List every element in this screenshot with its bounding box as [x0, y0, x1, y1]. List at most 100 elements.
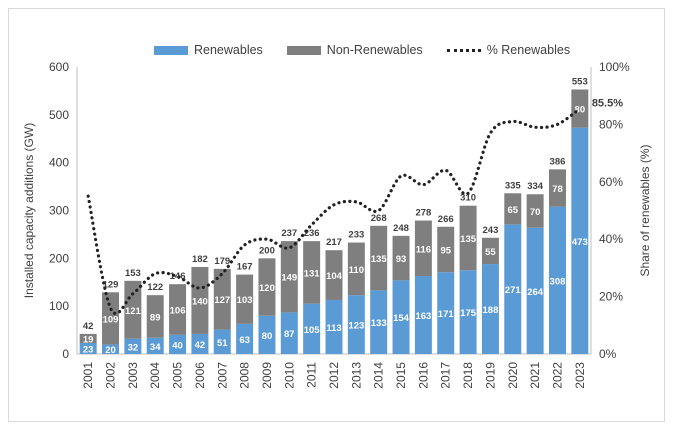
bar-renewables — [236, 323, 254, 354]
bar-renewables — [414, 276, 432, 354]
x-tick-label: 2015 — [394, 362, 408, 389]
bar-renewables — [571, 127, 589, 354]
data-label-renewables: 42 — [195, 340, 206, 351]
y-tick-label: 100 — [49, 299, 69, 313]
data-label-renewables: 32 — [128, 342, 139, 353]
x-tick-label: 2006 — [193, 362, 207, 389]
y-tick-label: 200 — [49, 251, 69, 265]
bar-non-renewables — [258, 258, 276, 316]
bar-non-renewables — [303, 241, 321, 304]
bar-renewables — [213, 329, 231, 354]
data-label-non-renewables: 70 — [530, 207, 541, 218]
data-label-non-renewables: 104 — [326, 271, 343, 282]
bar-renewables — [459, 270, 477, 354]
x-tick-label: 2023 — [573, 362, 587, 389]
data-label-non-renewables: 103 — [237, 295, 253, 306]
x-tick-label: 2018 — [461, 362, 475, 389]
x-tick-label: 2017 — [439, 362, 453, 389]
data-label-total: 153 — [125, 268, 141, 279]
x-tick-label: 2008 — [238, 362, 252, 389]
bar-non-renewables — [414, 220, 432, 277]
bar-renewables — [258, 315, 276, 354]
x-tick-label: 2012 — [327, 362, 341, 389]
x-tick-label: 2021 — [528, 362, 542, 389]
bar-non-renewables — [213, 268, 231, 330]
data-label-total: 248 — [393, 223, 409, 234]
legend-swatch-non-renewables — [286, 45, 321, 55]
bar-non-renewables — [548, 169, 566, 207]
data-label-total: 233 — [348, 230, 364, 241]
y2-tick-label: 100% — [599, 60, 630, 74]
y2-tick-label: 40% — [599, 232, 623, 246]
data-label-non-renewables: 95 — [440, 245, 451, 256]
x-tick-label: 2014 — [372, 362, 386, 389]
bar-non-renewables — [102, 292, 120, 345]
chart-frame: Renewables Non-Renewables % Renewables 0… — [8, 8, 665, 422]
data-label-non-renewables: 116 — [416, 244, 431, 255]
data-label-non-renewables: 135 — [460, 234, 477, 245]
bar-non-renewables — [79, 333, 97, 343]
data-label-non-renewables: 80 — [575, 105, 586, 116]
data-label-total: 129 — [103, 279, 119, 290]
x-tick-label: 2003 — [126, 362, 140, 389]
data-label-total: 236 — [304, 228, 320, 239]
data-label-total: 200 — [259, 245, 275, 256]
legend-label-non-renewables: Non-Renewables — [326, 43, 423, 57]
y2-tick-label: 80% — [599, 117, 623, 131]
data-label-non-renewables: 89 — [150, 312, 161, 323]
x-tick-label: 2004 — [148, 362, 162, 389]
data-label-total: 237 — [281, 228, 297, 239]
bar-renewables — [191, 333, 209, 354]
data-label-non-renewables: 149 — [281, 273, 297, 284]
data-label-renewables: 51 — [217, 338, 228, 349]
y-tick-label: 300 — [49, 204, 69, 218]
bar-non-renewables — [481, 237, 499, 265]
legend-swatch-renewables — [154, 45, 188, 55]
data-label-total: 386 — [550, 156, 566, 167]
data-label-renewables: 264 — [527, 287, 544, 298]
bar-renewables — [102, 344, 120, 354]
bar-renewables — [347, 295, 365, 354]
y-tick-label: 0 — [62, 347, 69, 361]
bar-renewables — [370, 290, 388, 354]
data-label-non-renewables: 93 — [396, 254, 407, 265]
x-tick-label: 2007 — [215, 362, 229, 389]
bar-non-renewables — [571, 89, 589, 128]
data-label-total: 553 — [572, 76, 588, 87]
data-label-non-renewables: 65 — [507, 205, 518, 216]
x-tick-label: 2020 — [506, 362, 520, 389]
data-label-non-renewables: 55 — [485, 247, 496, 258]
bar-non-renewables — [325, 250, 343, 300]
data-label-total: 217 — [326, 237, 342, 248]
bar-renewables — [526, 227, 544, 354]
bar-non-renewables — [169, 284, 187, 335]
chart-legend: Renewables Non-Renewables % Renewables — [154, 43, 594, 57]
y2-axis-title: Share of renewables (%) — [638, 144, 652, 276]
x-tick-label: 2005 — [171, 362, 185, 389]
data-label-total: 243 — [483, 225, 499, 236]
data-label-renewables: 308 — [550, 276, 566, 287]
bar-renewables — [392, 280, 410, 354]
x-tick-label: 2001 — [81, 362, 95, 389]
y2-tick-label: 20% — [599, 290, 623, 304]
x-tick-label: 2002 — [104, 362, 118, 389]
bar-renewables — [79, 342, 97, 354]
data-label-renewables: 63 — [239, 335, 250, 346]
data-label-non-renewables: 106 — [170, 306, 186, 317]
bar-non-renewables — [347, 242, 365, 296]
line-pct-renewables — [86, 107, 582, 316]
data-label-total: 42 — [83, 321, 94, 332]
legend-pct-renewables: % Renewables — [446, 43, 570, 57]
data-label-renewables: 87 — [284, 329, 295, 340]
y2-tick-label: 60% — [599, 175, 623, 189]
y-tick-label: 500 — [49, 108, 69, 122]
bar-renewables — [437, 272, 455, 354]
bar-non-renewables — [124, 280, 142, 339]
data-label-renewables: 171 — [438, 309, 455, 320]
data-label-renewables: 20 — [105, 345, 116, 356]
bar-renewables — [280, 312, 298, 354]
bar-non-renewables — [459, 205, 477, 271]
bar-non-renewables — [370, 225, 388, 291]
y-tick-label: 400 — [49, 156, 69, 170]
bar-renewables — [124, 338, 142, 354]
